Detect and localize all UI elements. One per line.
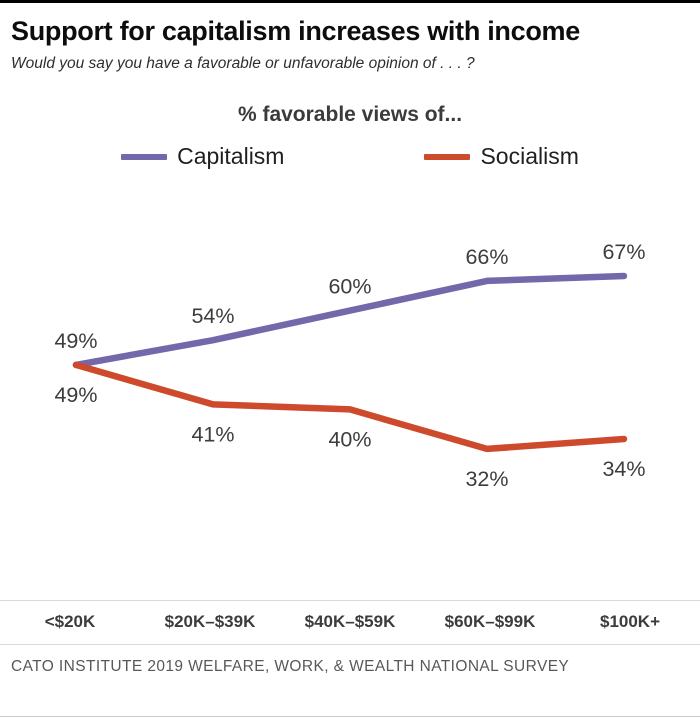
legend-swatch-socialism [424, 153, 471, 160]
top-rule [0, 0, 700, 3]
data-label-capitalism-0: 49% [54, 329, 97, 353]
page-title: Support for capitalism increases with in… [11, 16, 580, 46]
line-chart: 49% 54% 60% 66% 67% 49% 41% 40% 32% 34% [54, 240, 645, 491]
x-tick-4: $100K+ [599, 612, 661, 632]
legend-swatch-capitalism [121, 153, 168, 160]
x-tick-2: $40K–$59K [304, 612, 396, 632]
x-tick-0: <$20K [44, 612, 96, 632]
data-label-capitalism-4: 67% [602, 240, 645, 264]
data-label-capitalism-3: 66% [465, 245, 508, 269]
chart-title: % favorable views of... [237, 103, 463, 127]
x-tick-1: $20K–$39K [164, 612, 256, 632]
x-axis-labels: <$20K $20K–$39K $40K–$59K $60K–$99K $100K+ [0, 600, 700, 646]
legend: Capitalism Socialism [0, 143, 700, 170]
data-label-socialism-0: 49% [54, 383, 97, 407]
series-line-capitalism [72, 272, 628, 369]
source-note: CATO INSTITUTE 2019 WELFARE, WORK, & WEA… [11, 658, 570, 676]
series-line-socialism [72, 361, 628, 453]
data-label-socialism-4: 34% [602, 457, 645, 481]
legend-label-socialism: Socialism [480, 143, 579, 170]
data-label-capitalism-2: 60% [328, 275, 371, 299]
data-label-socialism-1: 41% [191, 422, 234, 446]
legend-item-capitalism: Capitalism [121, 143, 284, 170]
x-tick-3: $60K–$99K [444, 612, 536, 632]
data-label-socialism-2: 40% [328, 427, 371, 451]
data-label-capitalism-1: 54% [191, 304, 234, 328]
page-subtitle: Would you say you have a favorable or un… [11, 55, 475, 73]
data-label-socialism-3: 32% [465, 467, 508, 491]
legend-label-capitalism: Capitalism [177, 143, 285, 170]
legend-item-socialism: Socialism [424, 143, 579, 170]
